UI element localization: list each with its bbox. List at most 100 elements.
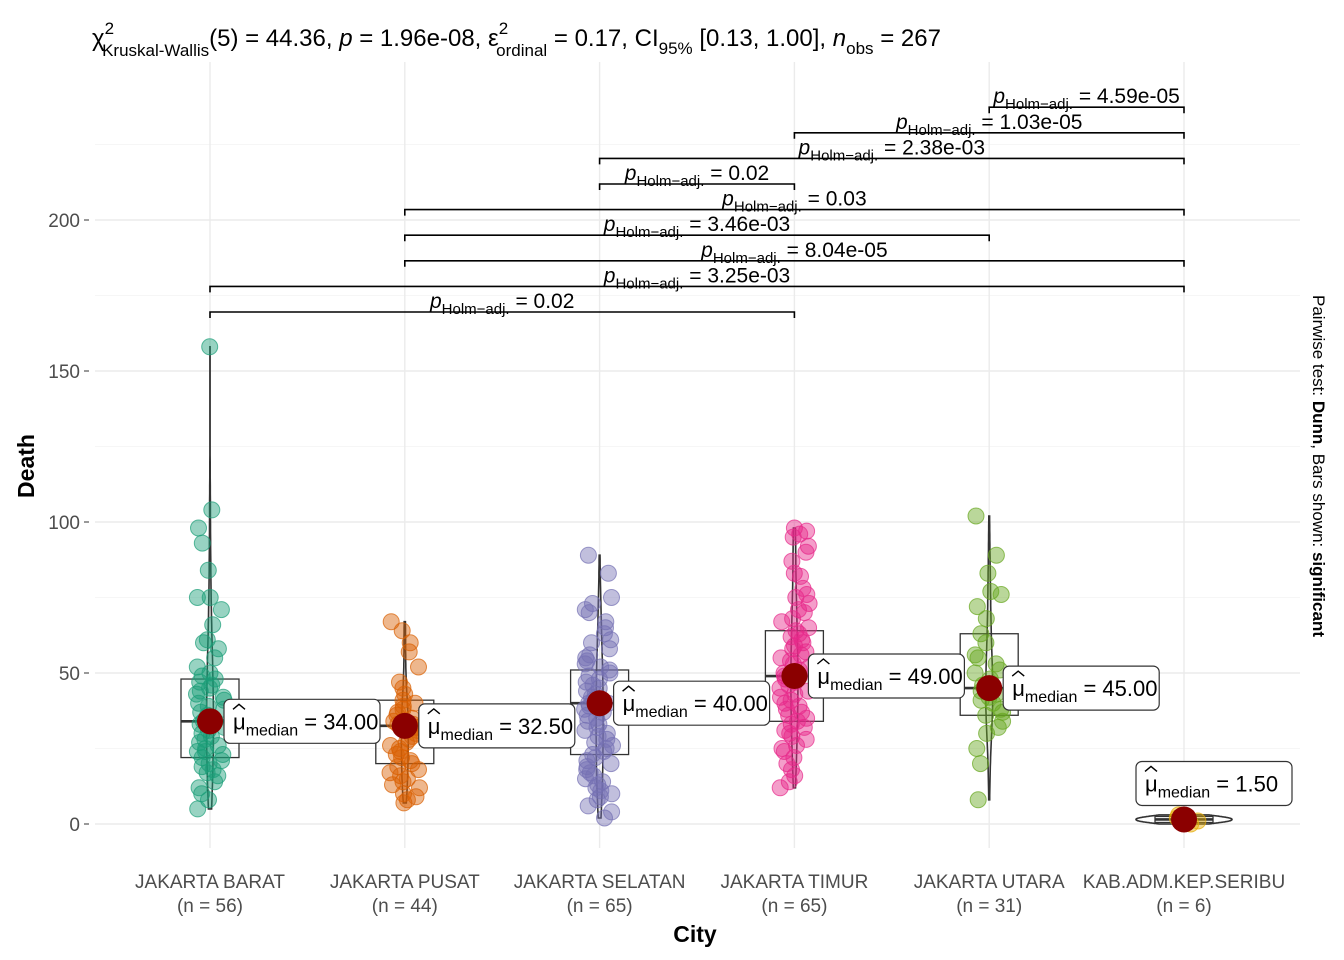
data-point: [771, 779, 789, 797]
data-point: [206, 649, 224, 667]
bracket-label: pHolm−adj. = 4.59e-05: [992, 85, 1179, 113]
bracket-line: [209, 311, 796, 318]
data-point: [212, 601, 230, 619]
data-point: [209, 640, 227, 658]
bracket-line: [209, 285, 1185, 293]
median-points: [197, 663, 1197, 833]
bracket-line: [404, 208, 1185, 216]
median-label-box: [1002, 665, 1160, 711]
data-point: [395, 794, 413, 812]
x-axis-title: City: [673, 921, 717, 947]
data-point: [987, 546, 1005, 564]
median-point: [781, 663, 808, 690]
data-point: [592, 782, 610, 800]
median-label: μmedian = 1.50: [1135, 760, 1293, 807]
median-point: [586, 690, 613, 717]
x-tick-count: (n = 44): [372, 896, 438, 917]
hat-icon: [1144, 765, 1158, 773]
x-tick-label: JAKARTA BARAT: [135, 872, 285, 893]
violin: [984, 515, 994, 801]
data-point: [591, 788, 609, 806]
median-label-text: μmedian = 45.00: [1012, 676, 1157, 706]
bracket-label: pHolm−adj. = 8.04e-05: [700, 239, 887, 267]
data-point: [410, 761, 427, 779]
data-point: [783, 727, 801, 745]
median-label-box: [807, 653, 966, 699]
median-label-text: μmedian = 34.00: [233, 709, 378, 739]
data-point: [579, 797, 597, 815]
data-point: [602, 631, 620, 649]
median-label-text: μmedian = 1.50: [1145, 771, 1278, 801]
pairwise-bracket: pHolm−adj. = 8.04e-05: [404, 239, 1185, 267]
data-point: [800, 595, 818, 612]
pairwise-bracket: pHolm−adj. = 0.02: [209, 290, 796, 318]
x-tick-count: (n = 56): [177, 896, 243, 917]
data-point: [584, 595, 601, 612]
data-points: [188, 338, 1207, 833]
data-point: [966, 646, 984, 664]
median-label-text: μmedian = 49.00: [817, 664, 962, 694]
violin: [595, 554, 604, 819]
data-point: [780, 773, 798, 791]
data-point: [204, 616, 222, 634]
bracket-label: pHolm−adj. = 1.03e-05: [895, 111, 1082, 139]
data-point: [982, 583, 1000, 600]
data-point: [206, 773, 224, 791]
data-point: [773, 740, 791, 757]
data-point: [382, 737, 399, 754]
data-point: [200, 791, 217, 809]
data-point: [969, 649, 987, 667]
data-point: [595, 625, 613, 643]
violins: [205, 346, 1233, 825]
data-point: [580, 604, 598, 622]
data-point: [410, 658, 427, 676]
median-label-text: μmedian = 40.00: [623, 691, 768, 721]
data-point: [596, 809, 613, 827]
data-point: [968, 740, 986, 757]
median-point: [976, 675, 1003, 702]
median-label: μmedian = 40.00: [612, 680, 771, 726]
pairwise-bracket: pHolm−adj. = 3.46e-03: [404, 213, 990, 242]
data-point: [992, 586, 1010, 603]
data-point: [972, 755, 989, 773]
axes: 0 50 100 150 200 JAKARTA BARAT (n = 56) JAKARTA…: [48, 211, 1285, 917]
bracket-line: [598, 157, 1185, 165]
bracket-line: [598, 183, 796, 190]
data-point: [771, 679, 789, 697]
data-point: [199, 561, 217, 579]
bracket-line: [404, 260, 1185, 267]
data-point: [577, 649, 595, 667]
data-point: [190, 519, 207, 537]
data-point: [967, 507, 985, 525]
data-point: [400, 643, 418, 661]
x-tick-count: (n = 65): [761, 896, 827, 917]
data-point: [603, 785, 621, 803]
data-point: [977, 610, 995, 628]
data-point: [579, 712, 597, 730]
bracket-line: [793, 132, 1185, 139]
data-point: [193, 534, 211, 552]
data-point: [603, 589, 620, 606]
median-label-box: [612, 680, 771, 726]
hat-icon: [622, 685, 636, 692]
bracket-label: pHolm−adj. = 0.02: [429, 290, 574, 318]
pairwise-bracket: pHolm−adj. = 2.38e-03: [598, 136, 1185, 165]
data-point: [203, 501, 221, 519]
x-tick-label: JAKARTA UTARA: [914, 872, 1065, 893]
data-point: [994, 712, 1012, 730]
data-point: [969, 791, 987, 809]
data-point: [797, 730, 815, 748]
data-point: [968, 598, 986, 616]
data-point: [784, 528, 802, 546]
data-point: [977, 706, 995, 724]
x-tick-label: JAKARTA TIMUR: [720, 872, 868, 893]
violin: [400, 620, 410, 804]
median-point: [1171, 806, 1197, 833]
data-point: [972, 625, 990, 643]
median-point: [197, 708, 223, 735]
data-point: [588, 791, 606, 809]
hat-icon: [427, 707, 441, 715]
x-tick-label: JAKARTA PUSAT: [330, 872, 480, 893]
chart-subtitle: χ2 Kruskal-Wallis(5) = 44.36, p = 1.96e-0…: [92, 19, 941, 60]
